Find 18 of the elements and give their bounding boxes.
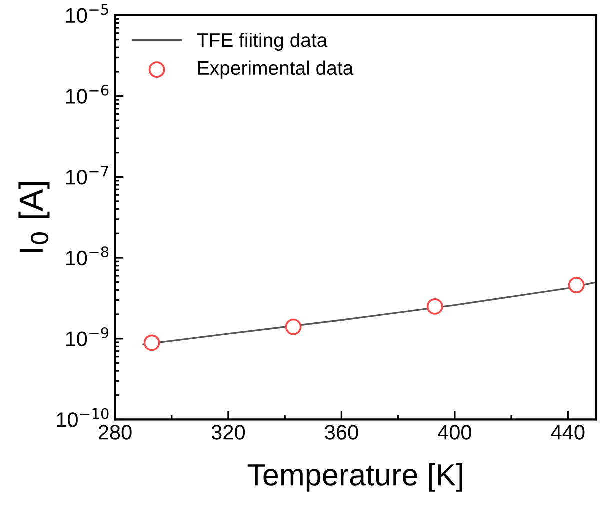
y-tick-label: 10$^{−6}$	[66, 84, 109, 104]
legend-label: Experimental data	[198, 60, 354, 79]
x-tick-label: 320	[212, 425, 246, 440]
x-tick-label: 400	[438, 425, 472, 440]
y-tick-label: 10$^{−5}$	[66, 4, 108, 24]
x-tick-label: 360	[325, 425, 358, 440]
point	[144, 334, 160, 352]
x-tick-label: 440	[551, 425, 585, 440]
legend-label: TFE fiiting data	[197, 32, 328, 52]
y-axis-title: I$_{0}$ [A]	[18, 182, 50, 252]
y-tick-label: 10$^{−8}$	[66, 246, 109, 266]
x-tick-label: 280	[98, 425, 132, 440]
point	[568, 277, 585, 294]
point	[426, 298, 444, 315]
x-axis-title: Temperature [K]	[248, 463, 462, 492]
y-tick-label: 10$^{−7}$	[66, 166, 108, 185]
point	[285, 318, 302, 336]
y-tick-label: 10$^{−9}$	[66, 327, 109, 346]
